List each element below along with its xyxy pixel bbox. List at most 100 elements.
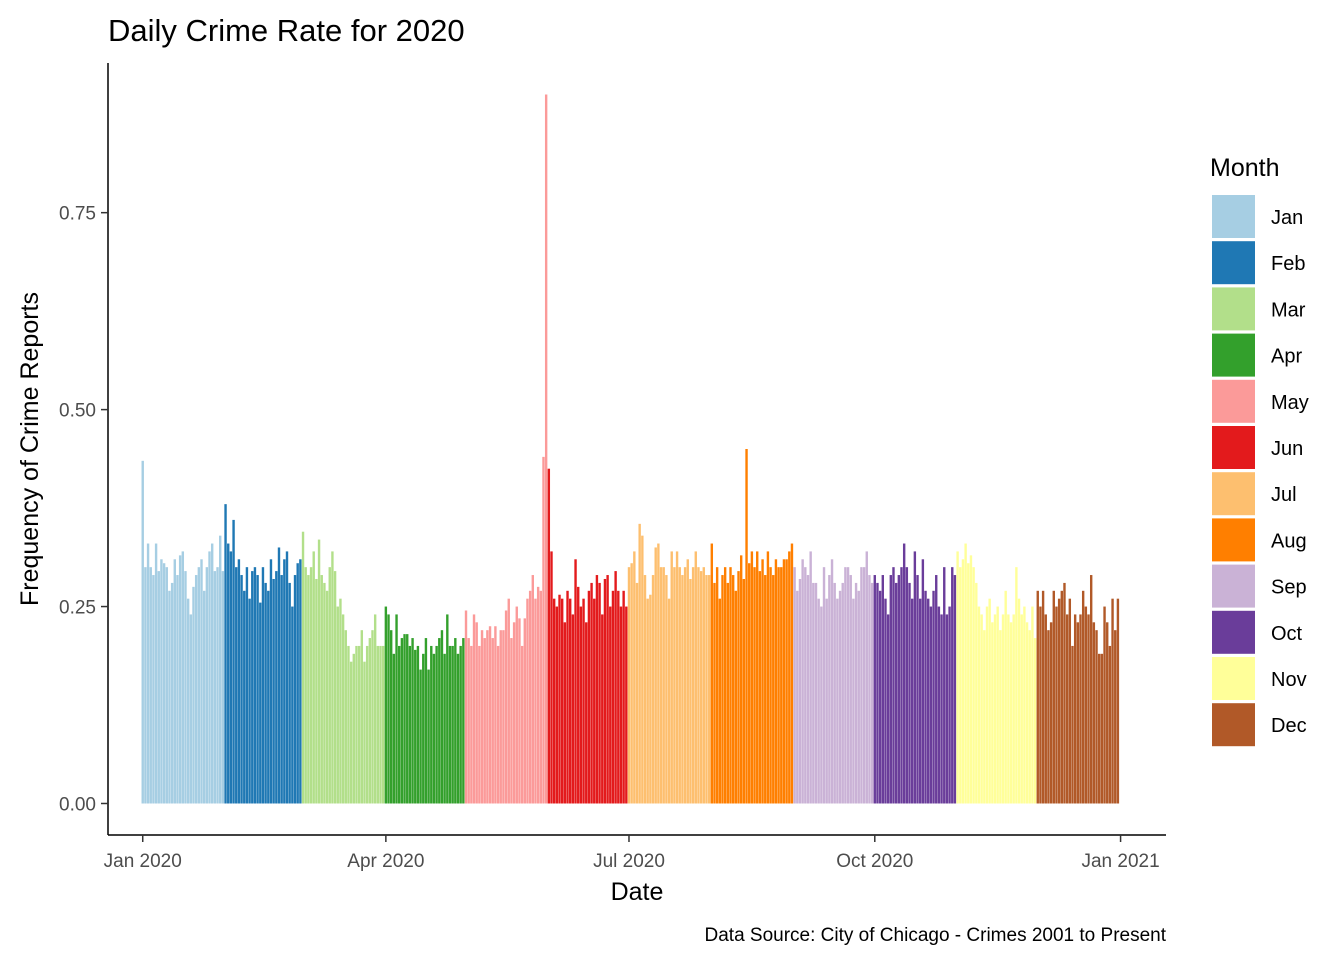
bar-sep-27	[862, 567, 866, 804]
bar-apr-9	[406, 634, 409, 804]
bar-aug-17	[753, 567, 756, 804]
bar-jan-20	[192, 586, 195, 804]
bar-aug-21	[764, 575, 767, 804]
legend-swatch-oct	[1212, 610, 1255, 654]
bar-may-2	[467, 638, 470, 804]
bar-aug-26	[777, 567, 780, 804]
bar-dec-17	[1079, 614, 1082, 804]
bar-jan-6	[154, 543, 158, 804]
bar-jan-3	[146, 543, 150, 804]
bar-may-10	[488, 626, 492, 804]
bar-dec-3	[1041, 590, 1045, 804]
bar-jan-26	[208, 551, 211, 804]
bar-oct-11	[900, 567, 903, 804]
bar-oct-23	[932, 590, 935, 804]
bar-jan-9	[162, 563, 166, 804]
bar-oct-5	[884, 598, 887, 804]
bar-apr-28	[456, 653, 460, 804]
bar-mar-24	[363, 661, 366, 804]
bar-sep-20	[844, 567, 847, 804]
bar-apr-4	[392, 653, 396, 804]
bar-oct-4	[881, 575, 884, 804]
bar-oct-9	[894, 582, 898, 804]
bar-may-17	[507, 598, 510, 804]
legend-label-apr: Apr	[1271, 346, 1302, 368]
bar-nov-2	[959, 567, 962, 804]
bar-dec-27	[1106, 622, 1109, 804]
bar-feb-8	[243, 590, 246, 804]
bar-apr-25	[448, 645, 452, 804]
legend-items: Jan Feb Mar Apr May Jun Jul Aug Sep Oct Nov Dec	[1212, 195, 1309, 747]
bar-jun-9	[569, 598, 572, 804]
bar-may-4	[472, 614, 476, 804]
bar-aug-12	[739, 555, 743, 804]
bar-dec-21	[1089, 575, 1093, 804]
bar-mar-23	[360, 630, 364, 804]
bar-oct-29	[948, 606, 951, 804]
bar-nov-28	[1028, 630, 1031, 804]
bar-mar-19	[349, 661, 353, 804]
bar-sep-22	[849, 575, 852, 804]
bar-aug-9	[731, 575, 735, 804]
bar-jan-8	[160, 559, 163, 804]
bar-jul-17	[670, 551, 673, 804]
bar-jul-2	[630, 563, 633, 804]
bar-jun-7	[563, 622, 567, 804]
bar-dec-12	[1065, 614, 1069, 804]
bar-nov-21	[1009, 622, 1013, 804]
bar-apr-13	[416, 645, 420, 804]
bar-sep-30	[870, 582, 874, 804]
x-ticks-group: Jan 2020 Apr 2020 Jul 2020 Oct 2020 Jan 2021	[104, 835, 1160, 872]
bar-jun-18	[593, 598, 596, 804]
bar-may-7	[480, 630, 484, 804]
bar-may-29	[539, 590, 543, 804]
bar-oct-14	[908, 582, 911, 804]
bar-jul-31	[707, 575, 711, 804]
bar-apr-10	[408, 645, 412, 804]
bar-nov-3	[961, 559, 965, 804]
bar-mar-1	[301, 531, 305, 804]
bar-may-25	[528, 590, 532, 804]
chart-title: Daily Crime Rate for 2020	[108, 13, 465, 48]
bar-jul-14	[662, 567, 665, 804]
bar-nov-20	[1007, 614, 1010, 804]
x-tick-label: Oct 2020	[836, 851, 913, 872]
bar-nov-17	[999, 630, 1002, 804]
bar-mar-4	[309, 567, 313, 804]
bar-nov-9	[977, 606, 981, 804]
bar-apr-8	[403, 634, 406, 804]
bar-nov-22	[1012, 614, 1015, 804]
bar-oct-12	[902, 543, 906, 804]
legend-swatch-aug	[1212, 518, 1255, 562]
bar-jun-19	[595, 575, 599, 804]
bar-feb-1	[224, 504, 227, 804]
bar-jul-30	[705, 575, 708, 804]
bar-mar-27	[371, 630, 374, 804]
bar-aug-23	[769, 567, 772, 804]
bar-mar-25	[365, 645, 369, 804]
bar-jun-20	[598, 582, 601, 804]
bar-sep-28	[865, 551, 868, 804]
bar-feb-26	[291, 606, 294, 804]
bar-oct-21	[927, 598, 930, 804]
bar-may-12	[494, 626, 497, 804]
legend-swatch-sep	[1212, 564, 1255, 608]
bar-apr-3	[390, 630, 393, 804]
bar-jan-24	[202, 590, 206, 804]
bar-apr-21	[438, 638, 441, 804]
bar-jan-17	[184, 571, 187, 804]
bar-oct-22	[929, 606, 933, 804]
bar-dec-16	[1076, 622, 1080, 804]
bar-apr-26	[451, 645, 454, 804]
bar-jul-22	[683, 567, 687, 804]
bar-jan-7	[157, 571, 160, 804]
bar-jan-18	[186, 598, 190, 804]
bar-oct-30	[951, 567, 954, 804]
bar-nov-8	[975, 582, 978, 804]
bar-dec-2	[1039, 606, 1042, 804]
bar-may-16	[504, 610, 508, 804]
bar-nov-26	[1023, 606, 1026, 804]
bar-jun-5	[558, 594, 561, 804]
bar-apr-14	[419, 669, 422, 804]
bar-sep-21	[846, 567, 850, 804]
